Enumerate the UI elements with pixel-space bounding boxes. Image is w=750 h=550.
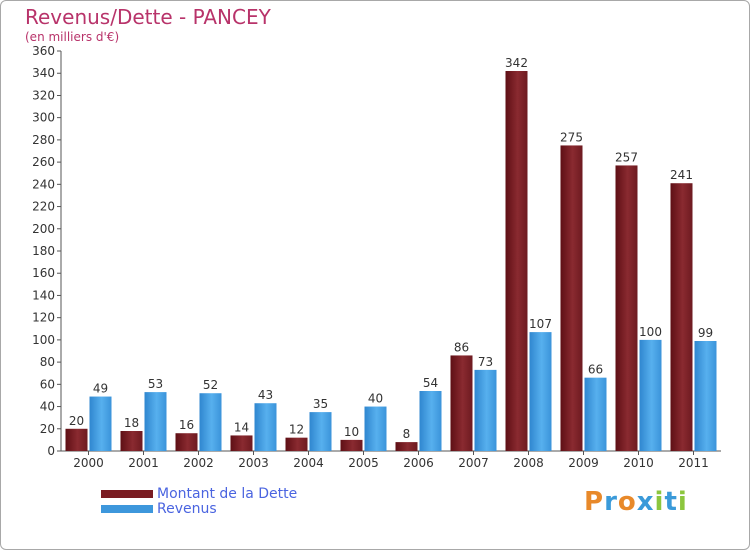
y-tick-label: 300 [32,111,55,125]
data-label-debt: 257 [615,150,638,164]
data-label-debt: 275 [560,130,583,144]
bar-revenue [309,412,332,451]
bar-debt [230,435,253,451]
chart-title: Revenus/Dette - PANCEY [25,5,271,29]
data-label-revenue: 99 [698,326,713,340]
x-tick-label: 2010 [623,456,654,470]
data-label-debt: 8 [403,427,411,441]
logo-letter: o [617,487,637,517]
bar-revenue [584,377,607,451]
data-label-revenue: 35 [313,397,328,411]
y-tick-label: 260 [32,155,55,169]
x-tick-label: 2008 [513,456,544,470]
y-tick-label: 20 [40,422,55,436]
logo-letter: P [584,487,605,517]
bar-revenue [144,392,167,451]
logo-letter: r [604,487,618,517]
bar-debt [505,71,528,451]
y-tick-label: 180 [32,244,55,258]
x-tick-label: 2009 [568,456,599,470]
data-label-revenue: 100 [639,325,662,339]
data-label-revenue: 52 [203,378,218,392]
x-tick-label: 2004 [293,456,324,470]
data-label-debt: 10 [344,425,359,439]
data-label-revenue: 40 [368,392,383,406]
logo-letter: i [677,487,688,517]
data-label-revenue: 43 [258,388,273,402]
y-tick-label: 280 [32,133,55,147]
legend-swatch-debt [101,490,153,498]
data-label-debt: 12 [289,423,304,437]
y-tick-label: 200 [32,222,55,236]
x-tick-label: 2011 [678,456,709,470]
data-label-debt: 18 [124,416,139,430]
data-label-revenue: 107 [529,317,552,331]
data-label-debt: 16 [179,418,194,432]
x-tick-label: 2006 [403,456,434,470]
data-label-revenue: 66 [588,363,603,377]
legend-swatch-revenue [101,505,153,513]
bar-revenue [364,406,387,451]
bar-revenue [254,403,277,451]
data-label-debt: 241 [670,168,693,182]
x-tick-label: 2000 [73,456,104,470]
data-label-debt: 342 [505,56,528,70]
bar-debt [395,442,418,451]
data-label-revenue: 54 [423,376,438,390]
y-tick-label: 340 [32,66,55,80]
legend-label-debt: Montant de la Dette [157,486,298,502]
data-label-debt: 20 [69,414,84,428]
logo-letter: i [654,487,665,517]
y-tick-label: 40 [40,400,55,414]
y-tick-label: 320 [32,88,55,102]
y-tick-label: 120 [32,311,55,325]
y-tick-label: 0 [47,444,55,458]
bar-revenue [419,391,442,451]
y-tick-label: 360 [32,44,55,58]
x-tick-label: 2001 [128,456,159,470]
data-label-revenue: 49 [93,382,108,396]
data-label-debt: 14 [234,420,249,434]
bar-debt [340,439,363,451]
y-tick-label: 240 [32,177,55,191]
x-tick-label: 2005 [348,456,379,470]
y-tick-label: 60 [40,377,55,391]
chart-subtitle: (en milliers d'€) [25,30,120,44]
bar-revenue [199,393,222,451]
bar-debt [615,165,638,451]
bar-debt [670,183,693,451]
x-tick-label: 2007 [458,456,489,470]
legend-label-revenue: Revenus [157,501,217,517]
y-tick-label: 100 [32,333,55,347]
y-tick-label: 160 [32,266,55,280]
y-tick-label: 80 [40,355,55,369]
bar-debt [120,431,143,451]
bar-debt [285,437,308,451]
bar-debt [450,355,473,451]
x-tick-label: 2002 [183,456,214,470]
data-label-revenue: 53 [148,377,163,391]
bar-debt [175,433,198,451]
x-tick-label: 2003 [238,456,269,470]
bar-revenue [694,341,717,451]
bar-revenue [529,332,552,451]
data-label-debt: 86 [454,340,469,354]
logo-letter: x [636,487,655,517]
bar-revenue [474,369,497,451]
bar-debt [65,428,88,451]
data-label-revenue: 73 [478,355,493,369]
proxiti-logo: Proxiti [584,487,688,517]
bar-debt [560,145,583,451]
logo-letter: t [664,487,678,517]
bar-revenue [89,396,112,451]
y-tick-label: 220 [32,200,55,214]
bar-revenue [639,339,662,451]
y-tick-label: 140 [32,288,55,302]
